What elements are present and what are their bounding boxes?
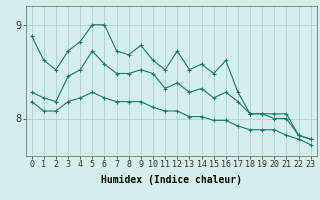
X-axis label: Humidex (Indice chaleur): Humidex (Indice chaleur) — [101, 175, 242, 185]
